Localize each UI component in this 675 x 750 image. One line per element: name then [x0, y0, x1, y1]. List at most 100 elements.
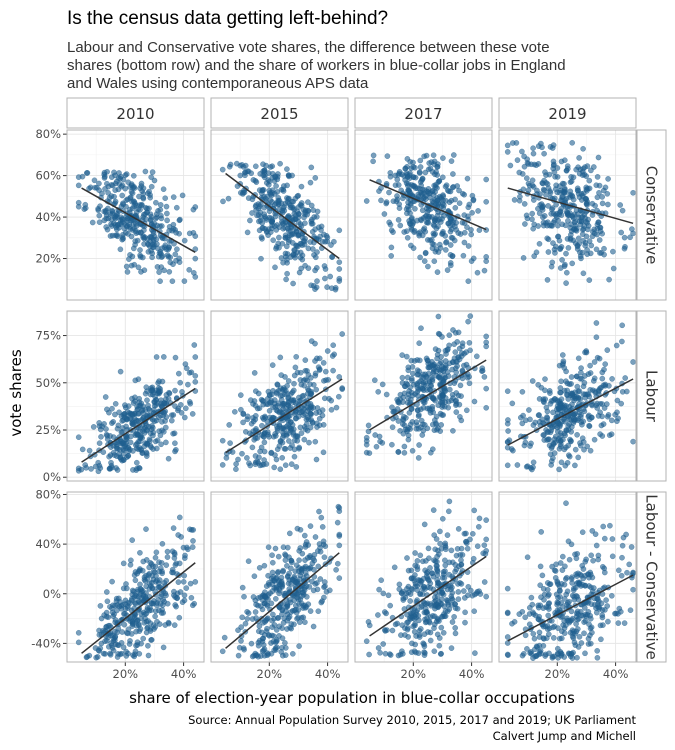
data-point — [453, 390, 460, 396]
data-point — [557, 560, 564, 566]
data-point — [414, 566, 421, 573]
data-point — [117, 246, 124, 253]
data-point — [283, 276, 289, 283]
data-point — [316, 367, 323, 373]
data-point — [188, 527, 195, 533]
data-point — [126, 641, 133, 647]
data-point — [155, 597, 161, 603]
data-point — [149, 250, 155, 257]
x-axis-title: share of election-year population in blu… — [129, 689, 575, 707]
data-point — [466, 339, 473, 346]
data-point — [103, 207, 109, 214]
data-point — [434, 269, 441, 275]
data-point — [585, 223, 592, 229]
data-point — [112, 400, 119, 407]
data-point — [586, 277, 593, 283]
data-point — [578, 640, 585, 646]
data-point — [574, 242, 581, 249]
data-point — [602, 361, 609, 367]
data-point — [557, 422, 564, 428]
data-point — [397, 427, 403, 434]
data-point — [237, 392, 244, 398]
data-point — [114, 642, 121, 648]
data-point — [249, 444, 256, 451]
data-point — [141, 241, 147, 247]
y-tick-label: 40% — [35, 537, 61, 551]
x-tick-label: 40% — [603, 667, 629, 681]
data-point — [114, 607, 120, 614]
data-point — [135, 264, 142, 271]
data-point — [155, 584, 161, 591]
data-point — [452, 349, 459, 355]
data-point — [545, 249, 552, 255]
data-point — [175, 579, 182, 585]
data-point — [143, 526, 149, 532]
data-point — [483, 254, 490, 260]
data-point — [239, 162, 245, 168]
data-point — [153, 354, 160, 360]
data-point — [442, 540, 449, 547]
data-point — [561, 581, 568, 588]
y-tick-label: 60% — [35, 169, 61, 183]
data-point — [258, 234, 265, 240]
data-point — [96, 212, 103, 219]
data-point — [553, 561, 559, 568]
data-point — [558, 443, 564, 450]
data-point — [511, 197, 518, 203]
data-point — [310, 555, 316, 562]
data-point — [269, 218, 276, 225]
data-point — [399, 352, 406, 358]
data-point — [504, 149, 511, 155]
data-point — [408, 575, 415, 582]
data-point — [434, 631, 441, 638]
data-point — [294, 208, 301, 215]
data-point — [630, 230, 636, 237]
data-point — [140, 609, 147, 616]
data-point — [120, 231, 126, 238]
data-point — [125, 650, 131, 657]
data-point — [619, 322, 626, 329]
data-point — [565, 396, 572, 402]
data-point — [430, 192, 437, 198]
data-point — [258, 255, 264, 262]
data-point — [129, 597, 135, 604]
data-point — [583, 201, 590, 207]
data-point — [447, 228, 454, 235]
data-point — [142, 204, 149, 211]
data-point — [427, 637, 434, 644]
data-point — [562, 186, 568, 193]
data-point — [609, 536, 616, 542]
data-point — [580, 270, 587, 277]
data-point — [599, 612, 606, 618]
data-point — [562, 462, 569, 469]
data-point — [469, 209, 475, 216]
data-point — [405, 634, 412, 640]
data-point — [112, 628, 118, 635]
data-point — [524, 554, 531, 561]
data-point — [411, 648, 418, 655]
data-point — [110, 418, 116, 425]
data-point — [291, 380, 297, 387]
data-point — [549, 458, 555, 464]
data-point — [236, 644, 243, 651]
data-point — [604, 603, 611, 609]
data-point — [142, 234, 148, 240]
data-point — [448, 397, 455, 404]
data-point — [481, 579, 488, 585]
data-point — [163, 439, 169, 446]
data-point — [164, 217, 170, 224]
data-point — [475, 208, 481, 214]
data-point — [422, 169, 429, 176]
data-point — [258, 444, 265, 451]
data-point — [287, 624, 293, 631]
data-point — [467, 313, 474, 319]
data-point — [363, 449, 370, 456]
data-point — [109, 578, 115, 585]
data-point — [545, 185, 552, 191]
data-point — [284, 415, 290, 422]
data-point — [104, 226, 111, 233]
data-point — [409, 615, 415, 621]
data-point — [253, 601, 259, 608]
data-point — [306, 565, 313, 572]
data-point — [601, 366, 607, 373]
